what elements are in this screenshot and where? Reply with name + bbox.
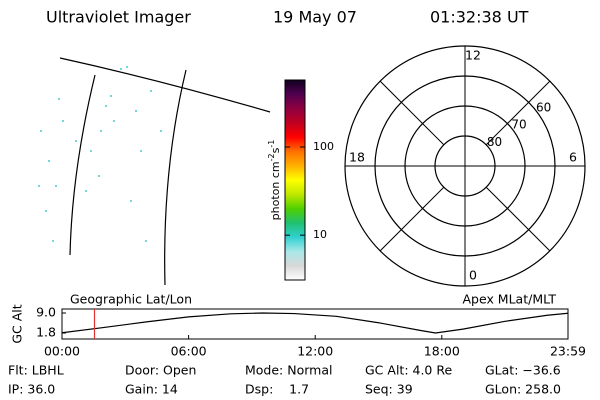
mlt-label: 6 bbox=[569, 150, 577, 165]
axis bbox=[379, 186, 445, 252]
ring-label: 80 bbox=[487, 135, 502, 149]
map-panel bbox=[59, 57, 271, 286]
y-tick-label: 9.0 bbox=[36, 305, 56, 320]
time: 01:32:38 UT bbox=[430, 8, 529, 27]
colorbar-label: photon cm-2s-1 bbox=[267, 140, 283, 221]
status-field: GLat: −36.6 bbox=[485, 363, 561, 378]
status-field: GLon: 258.0 bbox=[485, 382, 561, 397]
axis bbox=[485, 186, 551, 252]
tick-label: 10 bbox=[313, 228, 327, 241]
annotation: Apex MLat/MLT bbox=[462, 292, 556, 307]
status-field: IP: 36.0 bbox=[8, 382, 55, 397]
altitude-line bbox=[61, 312, 569, 334]
x-tick-label: 23:59 bbox=[550, 344, 586, 359]
status-field: Door: Open bbox=[125, 363, 196, 378]
superscript: -2 bbox=[267, 153, 276, 161]
ring-label: 60 bbox=[536, 100, 551, 114]
y-axis-label: GC Alt bbox=[10, 304, 25, 343]
status-field: Mode: Normal bbox=[245, 363, 332, 378]
status-field: Flt: LBHL bbox=[8, 363, 64, 378]
label-part: photon cm bbox=[269, 161, 282, 220]
status-field: Dsp: 1.7 bbox=[245, 382, 309, 397]
annotation: Geographic Lat/Lon bbox=[70, 292, 192, 307]
title: Ultraviolet Imager bbox=[46, 8, 191, 27]
status-field: Seq: 39 bbox=[365, 382, 413, 397]
image-pixels bbox=[38, 66, 162, 242]
label-part: s bbox=[269, 147, 282, 153]
x-tick-label: 00:00 bbox=[44, 344, 80, 359]
x-tick-label: 18:00 bbox=[424, 344, 460, 359]
status-field: Gain: 14 bbox=[125, 382, 178, 397]
y-tick-label: 1.8 bbox=[36, 325, 56, 340]
superscript: -1 bbox=[267, 140, 276, 148]
mlt-label: 0 bbox=[469, 268, 477, 283]
date: 19 May 07 bbox=[273, 8, 357, 27]
status-field: GC Alt: 4.0 Re bbox=[365, 363, 452, 378]
mlt-label: 18 bbox=[349, 150, 365, 165]
tick-label: 100 bbox=[313, 140, 334, 153]
ring-label: 70 bbox=[511, 118, 526, 132]
colorbar bbox=[284, 79, 306, 281]
x-tick-label: 06:00 bbox=[171, 344, 207, 359]
axis bbox=[379, 80, 445, 146]
axis bbox=[485, 80, 551, 146]
mlt-label: 12 bbox=[465, 48, 481, 63]
x-tick-label: 12:00 bbox=[297, 344, 333, 359]
